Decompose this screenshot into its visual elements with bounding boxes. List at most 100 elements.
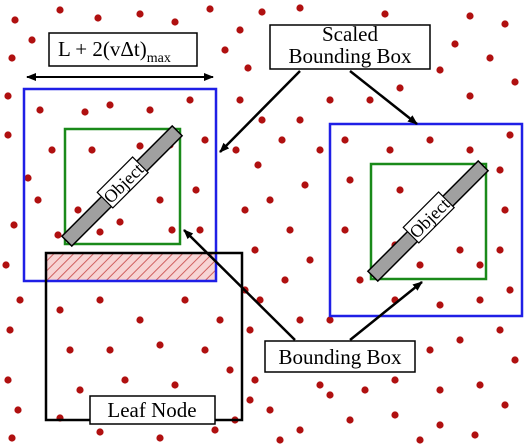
particle xyxy=(226,366,234,374)
particle xyxy=(258,8,266,16)
scaled-bounding-box-right xyxy=(328,122,524,318)
particle xyxy=(171,18,179,26)
particle xyxy=(246,326,254,334)
particle xyxy=(156,434,164,442)
particle xyxy=(4,92,12,100)
particle xyxy=(466,12,474,20)
particle xyxy=(11,16,19,24)
particle xyxy=(6,326,14,334)
scaled-bounding-box-label-box xyxy=(269,24,431,70)
bounding-box-label: Bounding Box xyxy=(278,345,402,369)
bounding-arrow-right xyxy=(349,281,423,341)
particle xyxy=(136,316,144,324)
leaf-node-label: Leaf Node xyxy=(107,398,196,422)
particle xyxy=(396,84,404,92)
particle xyxy=(476,261,484,269)
overlap-region xyxy=(46,253,216,281)
particle xyxy=(471,431,479,439)
particle xyxy=(116,218,124,226)
scaled-bounding-box-label-line2: Bounding Box xyxy=(288,44,412,68)
scaled-arrow-right xyxy=(349,70,418,125)
particle xyxy=(66,346,74,354)
particle xyxy=(48,146,56,154)
particle xyxy=(511,356,519,364)
particle xyxy=(10,221,18,229)
particle xyxy=(506,131,514,139)
object-right-label-box xyxy=(402,191,456,244)
particle xyxy=(121,376,129,384)
particle xyxy=(436,66,444,74)
particle xyxy=(181,296,189,304)
dimension-label-box xyxy=(48,32,198,67)
particle xyxy=(136,10,144,18)
particle xyxy=(201,346,209,354)
particle xyxy=(386,146,394,154)
particle xyxy=(232,146,240,154)
object-right: Object xyxy=(366,159,490,283)
particle xyxy=(466,146,474,154)
particle xyxy=(496,166,504,174)
particle xyxy=(456,336,464,344)
particle xyxy=(396,186,404,194)
bounding-box-label-box xyxy=(264,340,416,373)
dimension-label: L + 2(vΔt)max xyxy=(58,37,171,66)
particle xyxy=(466,92,474,100)
particle xyxy=(501,20,509,28)
particle xyxy=(251,246,259,254)
dimension-subscript: max xyxy=(147,51,171,66)
particle xyxy=(156,341,164,349)
particle xyxy=(296,4,304,12)
particle xyxy=(146,106,154,114)
particle xyxy=(241,206,249,214)
scaled-bounding-box-label-line1: Scaled xyxy=(322,22,378,46)
particle xyxy=(451,40,459,48)
particle xyxy=(361,386,369,394)
particle xyxy=(286,226,294,234)
particle xyxy=(94,14,102,22)
particle xyxy=(316,146,324,154)
particle xyxy=(456,246,464,254)
particle xyxy=(476,296,484,304)
particle xyxy=(81,108,89,116)
particle xyxy=(168,226,176,234)
particle xyxy=(221,46,229,54)
particle xyxy=(136,142,144,150)
particle xyxy=(341,226,349,234)
particle xyxy=(156,196,164,204)
particle xyxy=(54,231,62,239)
particle xyxy=(306,256,314,264)
particle xyxy=(511,78,519,86)
particle xyxy=(216,316,224,324)
particle xyxy=(326,391,334,399)
particle xyxy=(346,416,354,424)
particle xyxy=(8,434,16,442)
particle xyxy=(391,411,399,419)
particle xyxy=(301,181,309,189)
particle xyxy=(34,196,42,204)
particle xyxy=(36,106,44,114)
particle xyxy=(206,5,214,13)
particle xyxy=(416,261,424,269)
particle xyxy=(296,316,304,324)
particle xyxy=(4,376,12,384)
particle xyxy=(258,116,266,124)
particle xyxy=(236,26,244,34)
particle xyxy=(486,54,494,62)
particle xyxy=(281,276,289,284)
particle xyxy=(56,6,64,14)
particle xyxy=(266,406,274,414)
particle xyxy=(316,381,324,389)
particle xyxy=(88,146,96,154)
particle xyxy=(24,174,32,182)
particle xyxy=(296,116,304,124)
particle xyxy=(501,206,509,214)
particle xyxy=(8,54,16,62)
particle xyxy=(436,386,444,394)
particle xyxy=(244,64,252,72)
particle xyxy=(356,276,364,284)
bounding-arrow-left xyxy=(183,229,296,341)
particle xyxy=(96,296,104,304)
particle xyxy=(192,186,200,194)
particle xyxy=(296,426,304,434)
